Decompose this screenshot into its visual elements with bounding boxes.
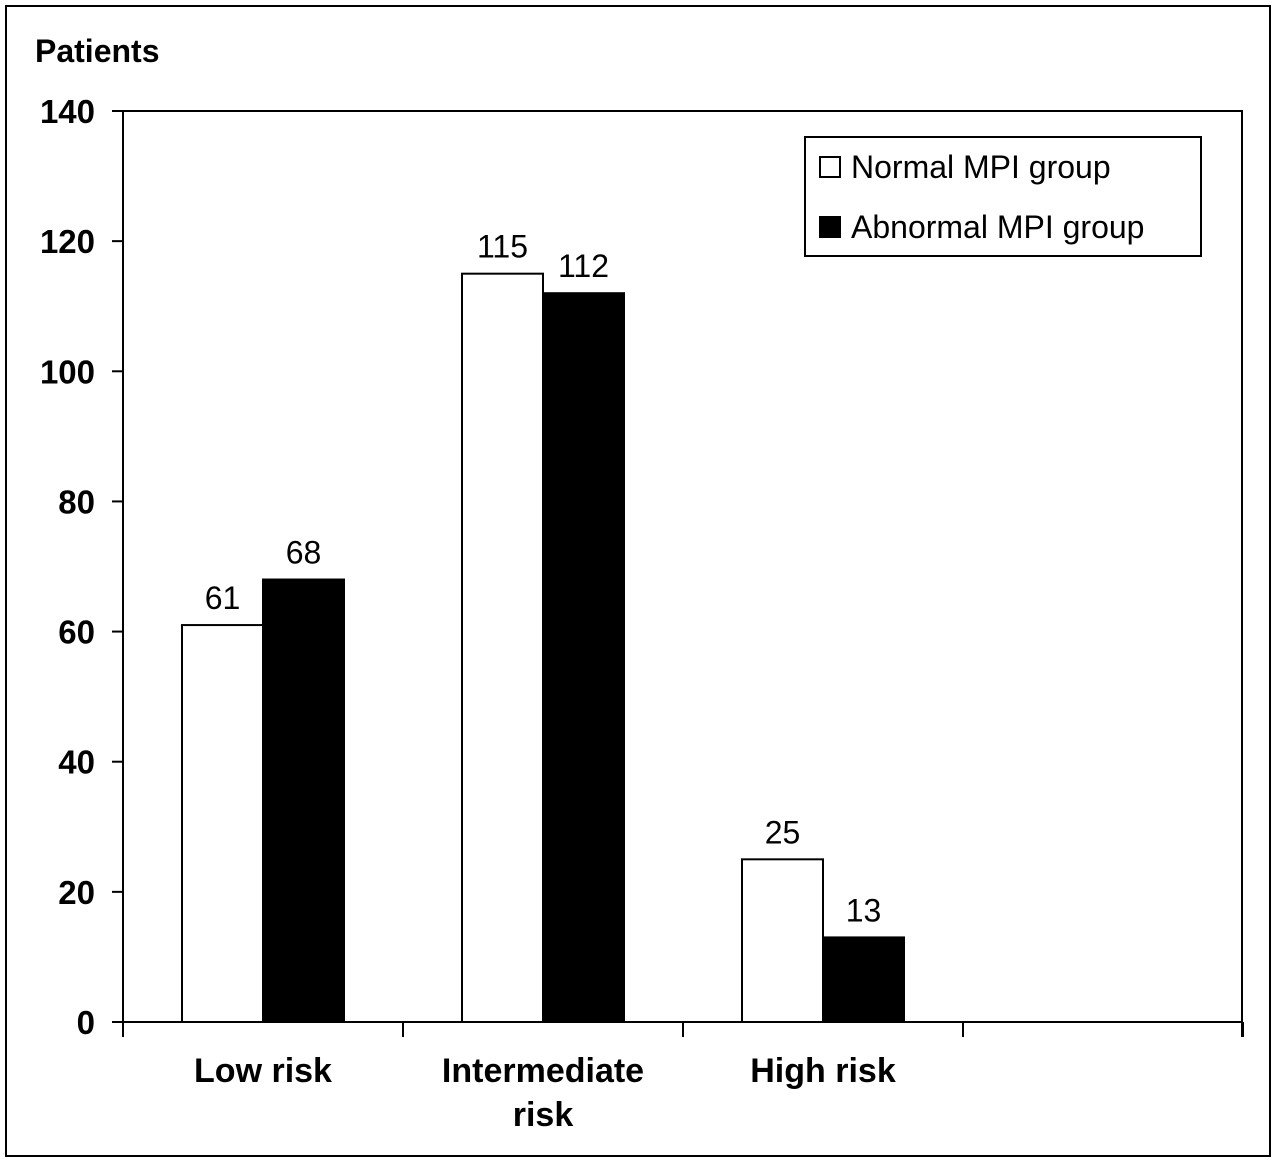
chart-frame — [5, 5, 1271, 1157]
y-tick-label: 80 — [58, 483, 95, 520]
bar — [542, 292, 625, 1023]
data-labels: 61 115 25 68 112 13 — [205, 229, 882, 929]
category-label: Low risk — [194, 1052, 332, 1090]
legend-label: Abnormal MPI group — [851, 209, 1144, 245]
bar — [181, 624, 264, 1023]
category-label: Intermediate — [442, 1052, 644, 1090]
y-axis-title: Patients — [35, 33, 159, 69]
data-label: 13 — [846, 892, 882, 928]
legend-label: Normal MPI group — [851, 149, 1111, 185]
bar — [461, 272, 544, 1023]
y-tick-label: 20 — [58, 874, 95, 911]
category-label: risk — [513, 1096, 574, 1134]
data-label: 115 — [477, 229, 528, 265]
data-label: 61 — [205, 580, 241, 616]
y-tick-label: 60 — [58, 614, 95, 651]
bar — [822, 936, 905, 1024]
legend-swatch — [819, 156, 841, 178]
bars — [181, 272, 905, 1024]
legend-swatch — [819, 216, 841, 238]
y-axis-ticks: 0 20 40 60 80 100 120 140 — [40, 93, 123, 1041]
category-label: High risk — [750, 1052, 896, 1090]
bar — [741, 858, 824, 1023]
legend: Normal MPI group Abnormal MPI group — [804, 136, 1202, 257]
category-labels: Low risk Intermediate risk High risk — [194, 1052, 896, 1134]
bar — [262, 578, 345, 1023]
data-label: 112 — [558, 248, 609, 284]
y-tick-label: 0 — [77, 1004, 95, 1041]
data-label: 25 — [765, 814, 801, 850]
y-tick-label: 40 — [58, 744, 95, 781]
legend-box — [804, 136, 1202, 257]
y-tick-label: 100 — [40, 353, 95, 390]
x-axis-ticks — [122, 1022, 1244, 1037]
y-tick-label: 140 — [40, 93, 95, 130]
data-label: 68 — [286, 535, 322, 571]
y-tick-label: 120 — [40, 223, 95, 260]
